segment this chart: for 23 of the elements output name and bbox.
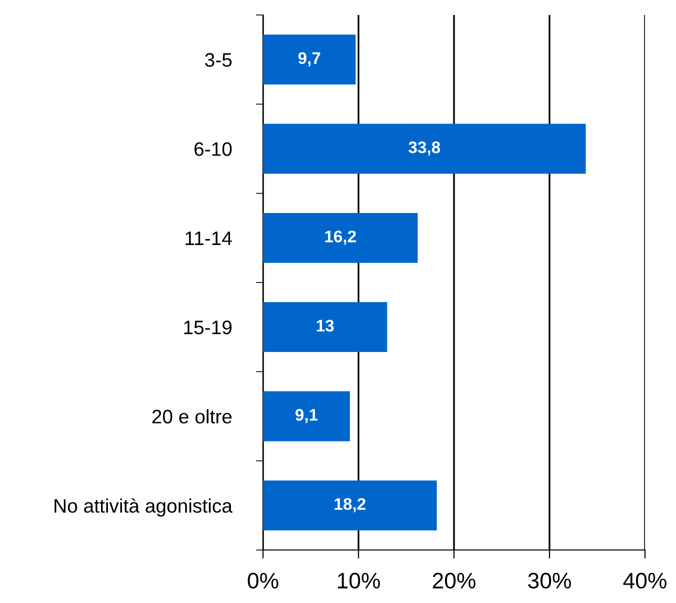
data-label: 18,2	[334, 498, 366, 512]
y-tick-label: 6-10	[194, 142, 232, 156]
bar	[263, 391, 350, 442]
x-tick-label: 10%	[338, 572, 380, 589]
y-tick-label: 15-19	[184, 320, 232, 334]
bar	[263, 124, 586, 174]
y-tick-label: No attività agonistica	[54, 498, 232, 517]
bar	[263, 212, 418, 263]
data-label: 16,2	[325, 230, 356, 245]
y-tick-label: 11-14	[186, 232, 232, 245]
y-tick-label: 3-5	[205, 53, 232, 67]
bar	[263, 302, 388, 352]
data-label: 13	[316, 320, 334, 332]
x-tick-label: 0%	[248, 572, 278, 589]
x-tick-label: 20%	[432, 572, 476, 589]
y-tick-label: 20 e oltre	[152, 409, 232, 424]
data-label: 9,1	[295, 408, 318, 424]
bar	[263, 34, 356, 85]
data-label: 9,7	[298, 52, 320, 66]
x-tick-label: 40%	[623, 572, 666, 589]
data-label: 33,8	[408, 141, 440, 156]
bar	[263, 480, 437, 530]
x-tick-label: 30%	[528, 572, 571, 589]
